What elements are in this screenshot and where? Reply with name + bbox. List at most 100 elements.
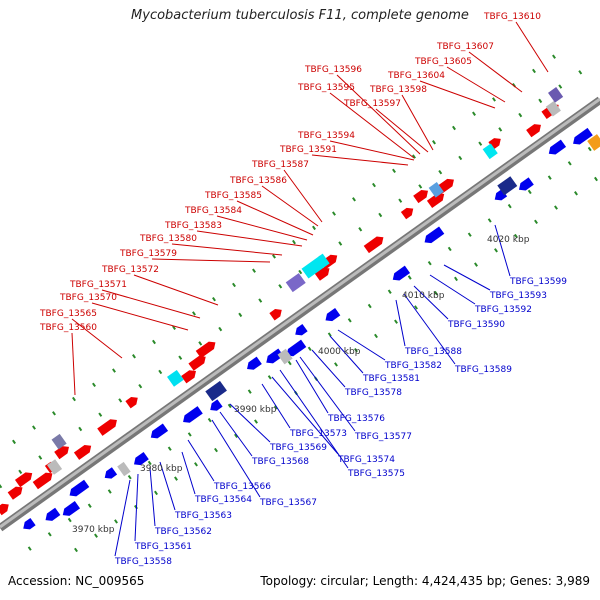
reverse-gene-arrow[interactable] [102,467,118,481]
reverse-gene-arrow[interactable] [546,139,567,158]
reverse-gene-arrow[interactable] [422,226,445,246]
top-gene-label[interactable]: TBFG_13586 [229,176,287,186]
gene-box-cyan[interactable] [482,143,498,160]
bottom-gene-label[interactable]: TBFG_13590 [447,320,505,330]
top-gene-label[interactable]: TBFG_13594 [297,131,355,141]
forward-gene-arrow[interactable] [195,339,218,359]
bottom-gene-label[interactable]: TBFG_13582 [384,361,442,371]
forward-gene-arrow[interactable] [0,501,11,516]
bottom-gene-label[interactable]: TBFG_13562 [154,527,212,537]
top-gene-label[interactable]: TBFG_13560 [39,323,97,333]
bottom-gene-label[interactable]: TBFG_13563 [174,511,232,521]
bottom-gene-label[interactable]: TBFG_13574 [337,455,395,465]
forward-gene-arrow[interactable] [73,442,94,460]
reverse-gene-arrow[interactable] [570,127,593,148]
gene-box-purple[interactable] [51,433,67,450]
gene-box-grey[interactable] [545,100,561,117]
reverse-gene-arrow[interactable] [148,423,169,442]
top-gene-label[interactable]: TBFG_13565 [39,309,97,319]
bottom-gene-label[interactable]: TBFG_13558 [114,557,172,567]
top-gene-label[interactable]: TBFG_13583 [164,221,222,231]
reverse-gene-arrow[interactable] [208,399,223,413]
bottom-gene-label[interactable]: TBFG_13593 [489,291,547,301]
top-gene-label[interactable]: TBFG_13610 [483,12,541,22]
forward-gene-arrow[interactable] [32,470,55,490]
bottom-gene-label[interactable]: TBFG_13569 [269,443,327,453]
bottom-gene-label[interactable]: TBFG_13577 [354,432,412,442]
bottom-gene-label[interactable]: TBFG_13588 [404,347,462,357]
bottom-gene-label[interactable]: TBFG_13589 [454,365,512,375]
top-gene-label[interactable]: TBFG_13596 [304,65,362,75]
reverse-gene-arrow[interactable] [390,265,411,284]
reverse-gene-arrow[interactable] [60,501,81,519]
leader-line [149,467,156,527]
gene-box-steel[interactable] [428,182,444,198]
reverse-gene-arrow[interactable] [21,517,36,532]
top-gene-label[interactable]: TBFG_13580 [139,234,197,244]
top-gene-label[interactable]: TBFG_13605 [414,57,472,67]
reverse-gene-arrow[interactable] [244,356,262,373]
bottom-gene-label[interactable]: TBFG_13561 [134,542,192,552]
top-gene-label[interactable]: TBFG_13570 [59,293,117,303]
reverse-gene-arrow[interactable] [492,189,508,203]
forward-gene-arrow[interactable] [188,353,208,371]
reverse-gene-arrow[interactable] [67,479,90,500]
bottom-gene-label[interactable]: TBFG_13564 [194,495,252,505]
top-gene-label[interactable]: TBFG_13598 [369,85,427,95]
gene-box-navy[interactable] [205,380,227,402]
reverse-gene-arrow[interactable] [323,307,341,324]
top-gene-label[interactable]: TBFG_13604 [387,71,445,81]
bottom-gene-label[interactable]: TBFG_13599 [509,277,567,287]
reverse-gene-arrow[interactable] [43,507,61,524]
forward-gene-arrow[interactable] [526,121,543,138]
bottom-gene-label[interactable]: TBFG_13567 [259,498,317,508]
reverse-gene-arrow[interactable] [516,177,534,193]
bottom-gene-label[interactable]: TBFG_13573 [289,429,347,439]
top-gene-label[interactable]: TBFG_13572 [101,265,159,275]
forward-gene-arrow[interactable] [125,394,140,409]
forward-gene-arrow[interactable] [14,469,35,488]
gene-box-navy[interactable] [497,176,518,196]
reverse-gene-arrow[interactable] [264,348,284,366]
reverse-gene-arrow[interactable] [293,323,308,338]
forward-gene-arrow[interactable] [426,190,447,209]
leader-line [134,473,139,542]
reverse-gene-arrow[interactable] [284,339,307,360]
forward-gene-arrow[interactable] [269,306,284,321]
forward-gene-arrow[interactable] [363,234,386,254]
top-gene-label[interactable]: TBFG_13584 [184,206,242,216]
forward-gene-arrow[interactable] [413,187,430,204]
forward-gene-arrow[interactable] [97,416,119,436]
gene-box-grey[interactable] [117,461,131,477]
top-gene-label[interactable]: TBFG_13597 [343,99,401,109]
bottom-gene-label[interactable]: TBFG_13581 [362,374,420,384]
gene-box-grey[interactable] [46,459,63,475]
gene-box-purple[interactable] [548,87,564,103]
forward-gene-arrow[interactable] [400,205,416,220]
bottom-gene-label[interactable]: TBFG_13578 [344,388,402,398]
gene-box-violet[interactable] [285,273,306,293]
top-gene-label[interactable]: TBFG_13591 [279,145,337,155]
forward-gene-arrow[interactable] [7,484,25,500]
forward-gene-arrow[interactable] [54,443,71,460]
bottom-gene-label[interactable]: TBFG_13576 [327,414,385,424]
top-gene-label[interactable]: TBFG_13579 [119,249,177,259]
reverse-gene-arrow[interactable] [180,406,203,426]
tick-mark [114,519,118,524]
tick-mark [18,469,23,474]
forward-gene-arrow[interactable] [488,135,503,150]
bottom-gene-label[interactable]: TBFG_13566 [213,482,271,492]
gene-box-grey[interactable] [277,348,293,365]
gene-box-cyan[interactable] [167,369,184,387]
top-gene-label[interactable]: TBFG_13607 [436,42,494,52]
reverse-gene-arrow[interactable] [131,451,149,468]
bottom-gene-label[interactable]: TBFG_13568 [251,457,309,467]
bottom-gene-label[interactable]: TBFG_13575 [347,469,405,479]
top-gene-label[interactable]: TBFG_13595 [297,83,355,93]
bottom-gene-label[interactable]: TBFG_13592 [474,305,532,315]
top-gene-label[interactable]: TBFG_13587 [251,160,309,170]
top-gene-label[interactable]: TBFG_13571 [69,280,127,290]
gene-box-cyan[interactable] [301,253,330,279]
forward-gene-arrow[interactable] [181,367,198,384]
top-gene-label[interactable]: TBFG_13585 [204,191,262,201]
